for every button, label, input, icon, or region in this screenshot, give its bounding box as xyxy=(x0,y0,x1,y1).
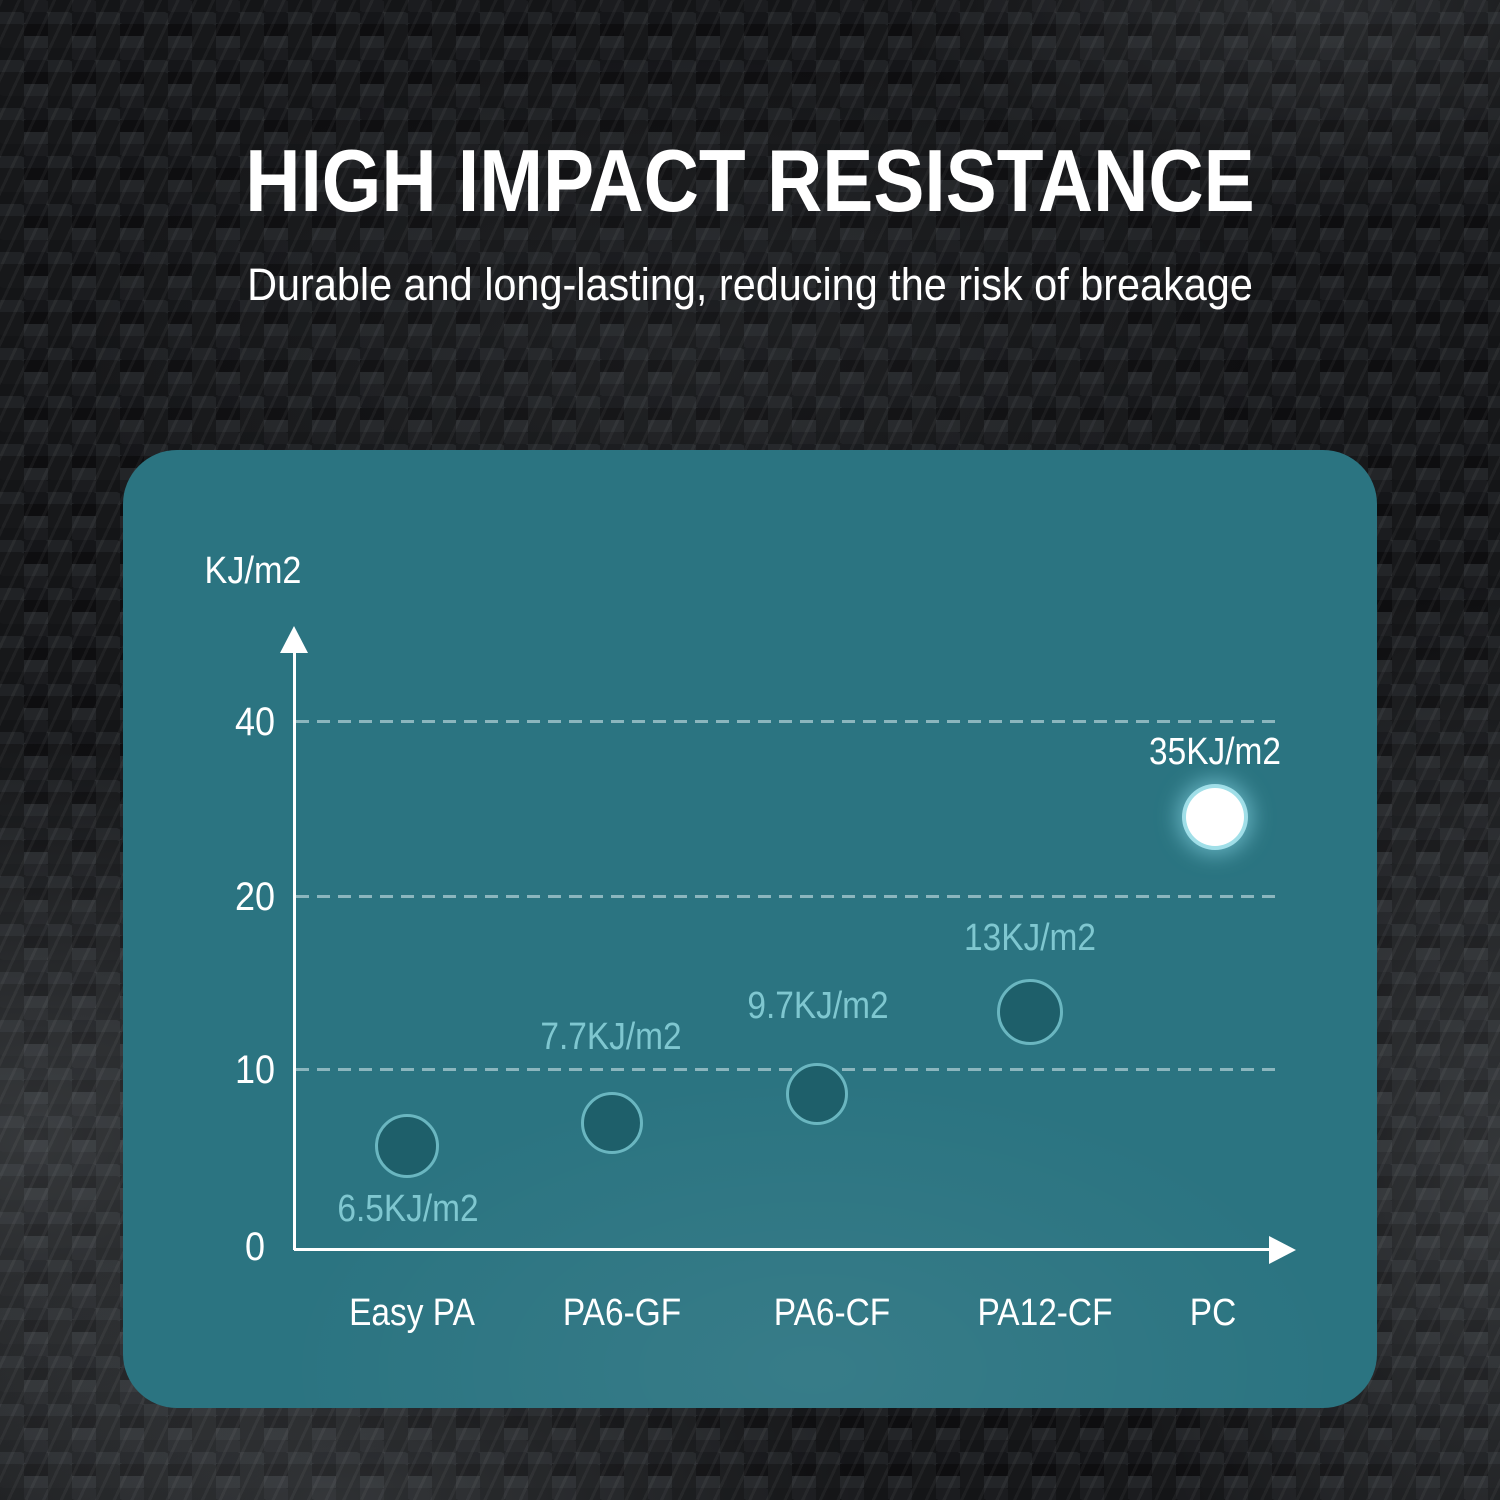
y-axis-line xyxy=(293,642,296,1250)
data-point-pc-highlight xyxy=(1186,788,1244,846)
data-point-pa6-gf xyxy=(581,1092,643,1154)
value-label-pc: 35KJ/m2 xyxy=(1149,731,1281,773)
data-point-pa12-cf xyxy=(997,979,1063,1045)
chart-card: KJ/m2 40 20 10 0 6.5KJ/m2 7.7KJ/m2 9.7KJ… xyxy=(123,450,1377,1408)
x-label-pa6-gf: PA6-GF xyxy=(562,1292,682,1334)
value-label-pa12-cf: 13KJ/m2 xyxy=(964,917,1096,959)
gridline-20 xyxy=(296,895,1281,898)
value-label-pa6-cf: 9.7KJ/m2 xyxy=(747,985,889,1027)
data-point-easy-pa xyxy=(375,1114,439,1178)
value-label-easy-pa: 6.5KJ/m2 xyxy=(337,1188,479,1230)
y-axis-unit-label: KJ/m2 xyxy=(204,550,302,592)
page-title: HIGH IMPACT RESISTANCE xyxy=(245,131,1255,230)
page-subtitle: Durable and long-lasting, reducing the r… xyxy=(247,259,1253,310)
data-point-pa6-cf xyxy=(786,1063,848,1125)
value-label-pa6-gf: 7.7KJ/m2 xyxy=(540,1016,682,1058)
gridline-40 xyxy=(296,720,1281,723)
x-label-pc: PC xyxy=(1189,1292,1237,1334)
x-label-pa12-cf: PA12-CF xyxy=(977,1292,1113,1334)
gridline-10 xyxy=(296,1068,1281,1071)
y-tick-10: 10 xyxy=(234,1048,276,1092)
header: HIGH IMPACT RESISTANCE Durable and long-… xyxy=(0,0,1500,311)
x-label-pa6-cf: PA6-CF xyxy=(773,1292,891,1334)
x-axis-arrow-icon xyxy=(1269,1236,1296,1264)
y-tick-40: 40 xyxy=(234,700,276,744)
x-label-easy-pa: Easy PA xyxy=(349,1292,475,1334)
y-tick-20: 20 xyxy=(234,875,276,919)
x-axis-line xyxy=(294,1248,1269,1251)
y-tick-0: 0 xyxy=(244,1225,266,1269)
